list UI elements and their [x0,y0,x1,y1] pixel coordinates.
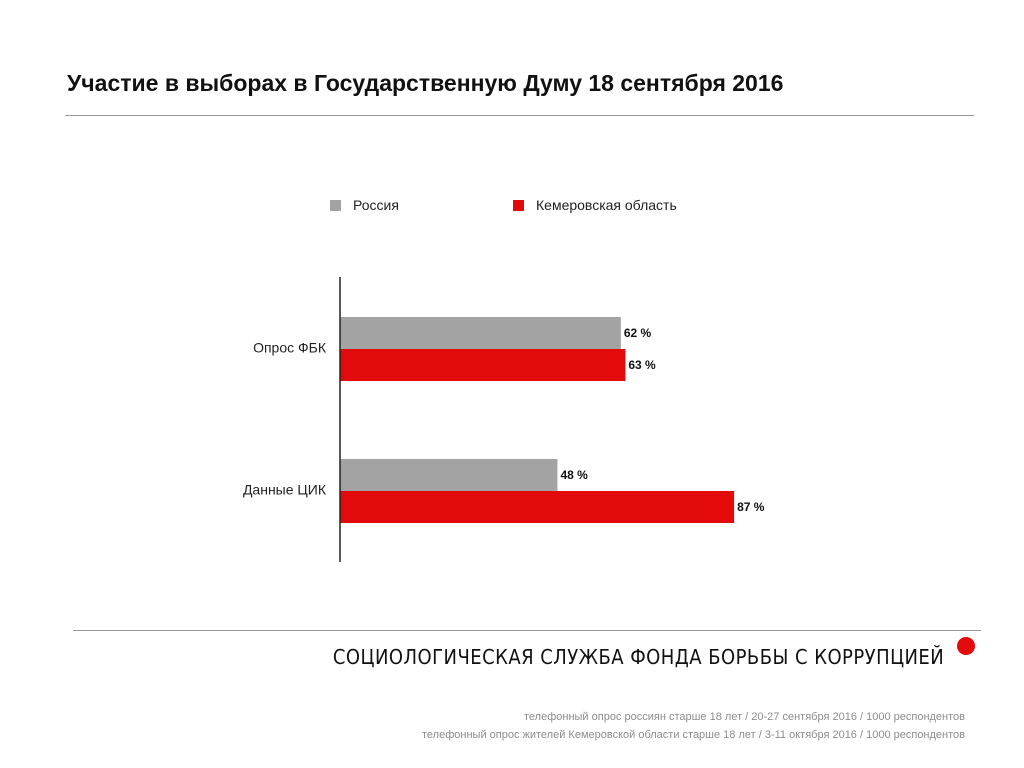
legend-label-russia: Россия [353,197,399,213]
page-title: Участие в выборах в Государственную Думу… [67,70,784,96]
category-label-cik-data: Данные ЦИК [243,482,327,498]
title-divider [65,115,974,116]
brand-dot-icon [957,637,975,655]
legend-item-russia: Россия [330,196,399,214]
bar-cik-data-russia [340,459,558,491]
data-label-fbk-survey-kemerovo: 63 % [628,358,656,372]
bar-fbk-survey-kemerovo [340,349,626,381]
data-label-cik-data-kemerovo: 87 % [737,500,765,514]
data-label-fbk-survey-russia: 62 % [624,326,652,340]
bar-cik-data-kemerovo [340,491,735,523]
legend-swatch-russia [330,199,341,211]
bar-fbk-survey-russia [340,317,621,349]
category-label-fbk-survey: Опрос ФБК [253,340,327,356]
legend-label-kemerovo: Кемеровская область [536,197,677,213]
brand-name: СОЦИОЛОГИЧЕСКАЯ СЛУЖБА ФОНДА БОРЬБЫ С КО… [332,645,944,669]
data-label-cik-data-russia: 48 % [560,468,588,482]
legend-item-kemerovo: Кемеровская область [513,196,677,214]
footnote-kemerovo-survey: телефонный опрос жителей Кемеровской обл… [422,729,965,741]
footer-divider [73,630,981,631]
legend-swatch-kemerovo [513,199,524,211]
footnote-russia-survey: телефонный опрос россиян старше 18 лет /… [524,711,965,723]
